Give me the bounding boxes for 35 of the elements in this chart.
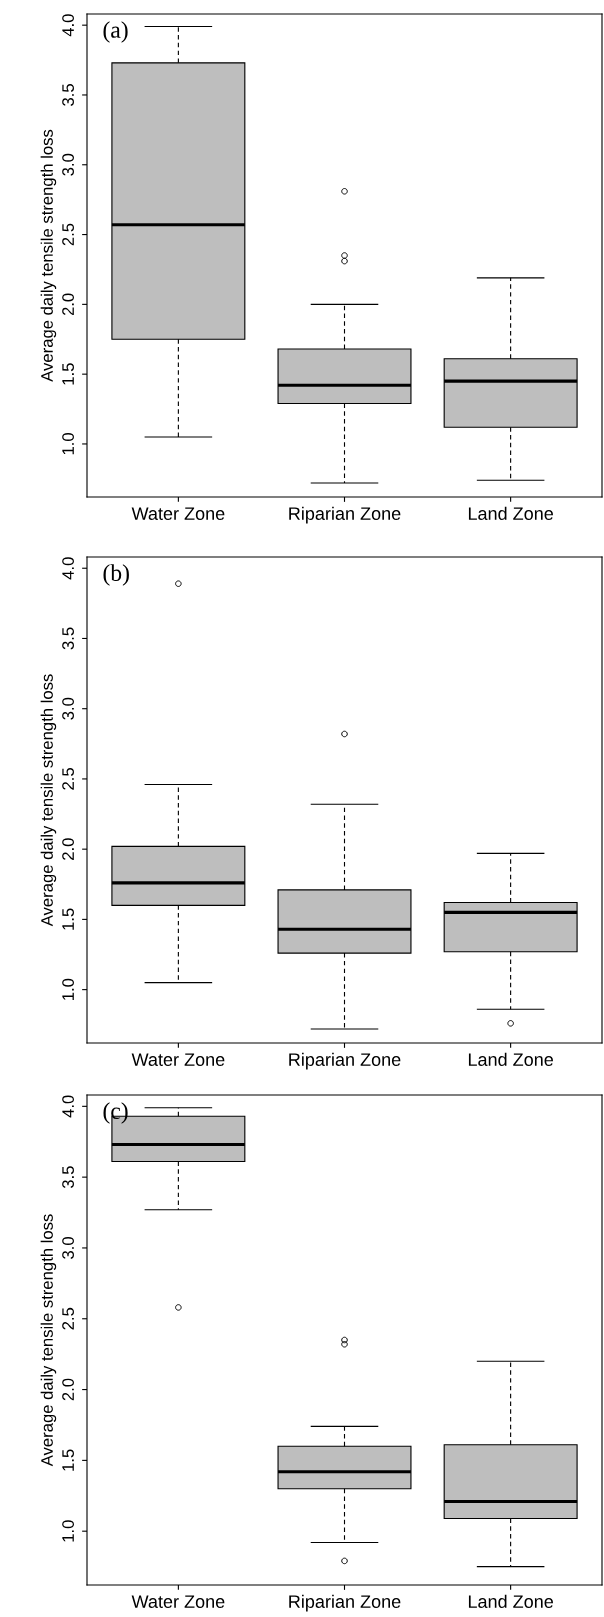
y-tick-label: 3.5 <box>62 627 74 650</box>
y-tick-label: 1.5 <box>62 908 74 930</box>
chart-title: (b) <box>103 564 129 586</box>
x-tick-label: Land Zone <box>468 506 553 520</box>
y-tick-label: 3.5 <box>62 84 74 106</box>
y-tick-label: 2.0 <box>62 1378 74 1401</box>
y-tick-label: 2.5 <box>62 1307 74 1330</box>
x-tick-label: Water Zone <box>131 1595 225 1608</box>
x-tick-label: Water Zone <box>131 1053 225 1066</box>
chart-title: (a) <box>103 21 128 43</box>
y-tick-label: 3.0 <box>62 153 74 176</box>
x-tick-label: Riparian Zone <box>289 1594 401 1612</box>
y-tick-label: 1.5 <box>62 1449 74 1471</box>
y-axis-title: Average daily tensile strength loss <box>40 129 57 382</box>
y-tick-label: 1.0 <box>62 1520 74 1542</box>
y-tick-label: 1.5 <box>62 363 74 385</box>
y-tick-label: 1.0 <box>62 978 74 1000</box>
y-tick-label: 3.0 <box>62 1237 74 1259</box>
y-tick-label: 2.0 <box>62 293 74 316</box>
x-tick-label: Riparian Zone <box>289 1052 401 1070</box>
y-axis-title: Average daily tensile strength loss <box>40 1214 57 1467</box>
y-tick-label: 3.5 <box>62 1166 74 1189</box>
x-tick-label: Land Zone <box>468 1052 553 1066</box>
y-tick-label: 4.0 <box>62 1095 74 1118</box>
x-tick-label: Riparian Zone <box>289 506 401 524</box>
y-tick-label: 4.0 <box>62 14 74 37</box>
y-tick-label: 2.5 <box>62 223 74 246</box>
y-tick-label: 1.0 <box>62 433 74 455</box>
y-tick-label: 4.0 <box>62 557 74 580</box>
y-axis-title: Average daily tensile strength loss <box>40 674 57 927</box>
x-tick-label: Land Zone <box>468 1594 553 1608</box>
y-tick-label: 2.5 <box>62 768 74 790</box>
x-tick-label: Water Zone <box>131 507 225 520</box>
y-tick-label: 3.0 <box>62 697 74 720</box>
y-tick-label: 2.0 <box>62 838 74 860</box>
